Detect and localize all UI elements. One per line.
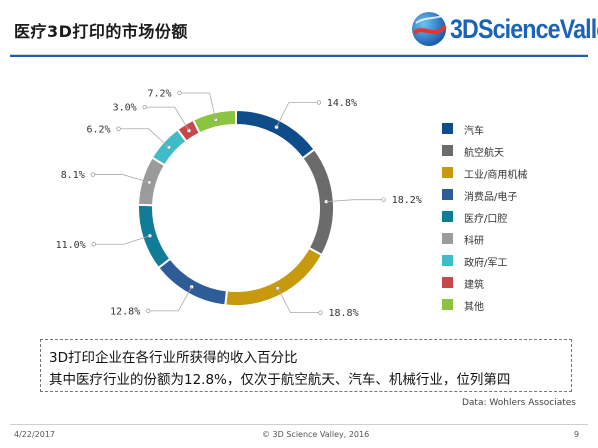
slice-value-label: 8.1% <box>61 170 85 181</box>
donut-chart: 14.8% 18.2% 18.8% 12.8% 11.0% 8.1% 6.2%3.0% 7.2… <box>56 88 422 319</box>
footer-date: 4/22/2017 <box>14 430 56 439</box>
legend-swatch <box>442 277 453 288</box>
donut-slice <box>235 108 316 160</box>
legend-item: 医疗/口腔 <box>442 210 582 226</box>
caption-line-2: 其中医疗行业的份额为12.8%，仅次于航空航天、汽车、机械行业，位列第四 <box>49 372 511 388</box>
legend-item: 消费品/电子 <box>442 188 582 204</box>
donut-slice <box>191 108 237 135</box>
page-number: 9 <box>574 430 580 439</box>
legend-item: 工业/商用机械 <box>442 166 582 182</box>
donut-slice <box>224 246 324 307</box>
leader-line <box>276 102 319 128</box>
footer-copyright: © 3D Science Valley, 2016 <box>262 430 370 439</box>
header-accent-bar <box>10 55 588 57</box>
caption-line-1: 3D打印企业在各行业所获得的收入百分比 <box>49 350 298 366</box>
donut-slice <box>137 156 167 207</box>
leader-end-dot <box>91 242 96 247</box>
legend-item: 建筑 <box>442 276 582 292</box>
slice-value-label: 18.2% <box>392 195 422 206</box>
leader-line <box>93 235 150 245</box>
data-source: Data: Wohlers Associates <box>461 398 576 408</box>
legend-label: 汽车 <box>464 126 484 137</box>
leader-end-dot <box>381 197 386 202</box>
slice-value-label: 7.2% <box>147 88 171 99</box>
donut-slice <box>157 257 229 307</box>
legend-swatch <box>442 123 453 134</box>
legend-label: 航空航天 <box>464 148 504 159</box>
legend-swatch <box>442 167 453 178</box>
header-divider <box>10 54 588 55</box>
legend-label: 消费品/电子 <box>464 192 518 203</box>
leader-line <box>326 199 384 203</box>
slice-value-label: 12.8% <box>110 306 140 317</box>
slice-value-label: 3.0% <box>113 103 137 114</box>
legend-item: 政府/军工 <box>442 254 582 270</box>
page-title: 医疗3D打印的市场份额 <box>14 22 188 41</box>
leader-end-dot <box>316 100 321 105</box>
legend-label: 科研 <box>464 236 484 247</box>
leader-end-dot <box>116 126 121 131</box>
legend-swatch <box>442 145 453 156</box>
leader-end-dot <box>142 105 147 110</box>
leader-end-dot <box>90 172 95 177</box>
slice-value-label: 6.2% <box>86 124 110 135</box>
legend-item: 汽车 <box>442 122 582 138</box>
slice-value-label: 18.8% <box>329 308 359 319</box>
leader-line <box>148 286 193 312</box>
footer-divider <box>10 424 588 425</box>
legend-label: 政府/军工 <box>464 258 508 269</box>
leader-line <box>144 106 190 131</box>
legend-swatch <box>442 189 453 200</box>
leader-line <box>92 174 150 183</box>
legend-swatch <box>442 299 453 310</box>
legend-swatch <box>442 255 453 266</box>
leader-line <box>277 288 321 314</box>
legend-label: 其他 <box>464 302 484 313</box>
slice-value-label: 14.8% <box>327 98 357 109</box>
leader-line <box>118 128 170 148</box>
legend-item: 航空航天 <box>442 144 582 160</box>
legend-item: 其他 <box>442 298 582 314</box>
leader-end-dot <box>146 308 151 313</box>
donut-slice <box>301 147 335 257</box>
caption-box: 3D打印企业在各行业所获得的收入百分比 其中医疗行业的份额为12.8%，仅次于航… <box>40 339 572 392</box>
legend-label: 建筑 <box>464 280 484 291</box>
leader-end-dot <box>318 310 323 315</box>
legend-label: 医疗/口腔 <box>464 214 508 225</box>
legend-item: 科研 <box>442 232 582 248</box>
donut-slice <box>137 203 172 270</box>
leader-end-dot <box>177 90 182 96</box>
legend-label: 工业/商用机械 <box>464 170 528 181</box>
slice-value-label: 11.0% <box>56 240 86 251</box>
legend-swatch <box>442 211 453 222</box>
leader-line <box>179 92 217 120</box>
legend-swatch <box>442 233 453 244</box>
globe-logo-icon <box>412 12 447 46</box>
